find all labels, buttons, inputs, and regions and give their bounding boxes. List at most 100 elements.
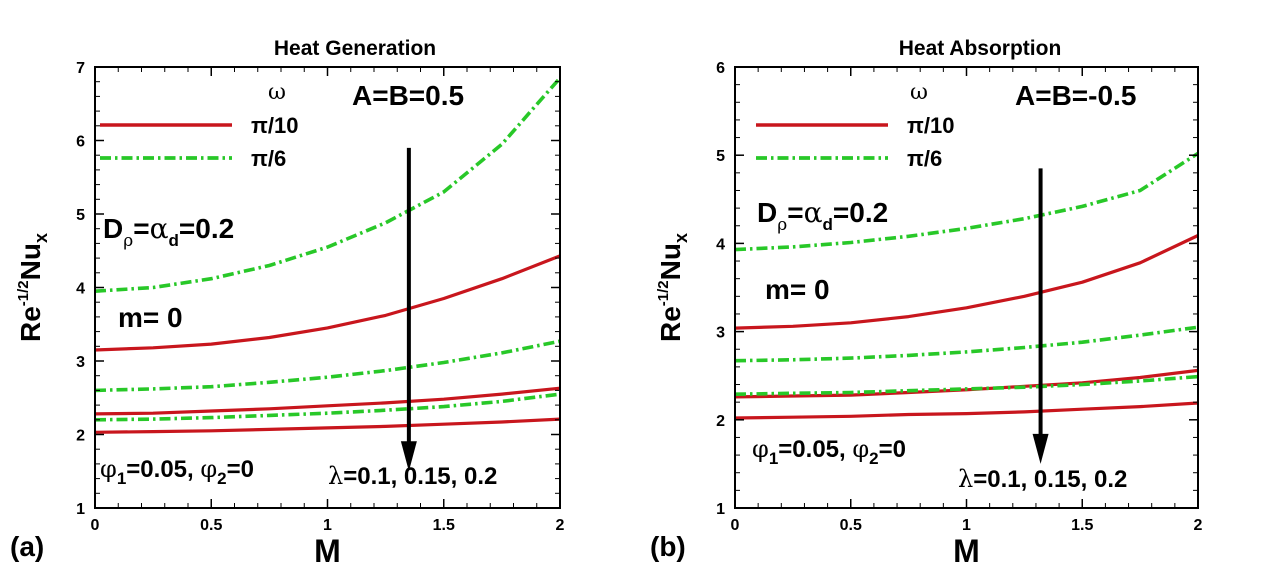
panel-a: 0 0.5 1 1.5 2 1 2 3 4 5 6 7 Heat Generation M (a) Re-1/… bbox=[10, 37, 565, 569]
x-tick-label: 1.5 bbox=[1071, 517, 1093, 534]
param-m-label: m= 0 bbox=[118, 302, 183, 333]
drho-D: D bbox=[757, 197, 777, 228]
param-drho-alpha-label: Dρ=αd=0.2 bbox=[103, 212, 234, 251]
drho-eq: = bbox=[787, 197, 803, 228]
series-line bbox=[734, 374, 1199, 396]
y-axis-label: Re-1/2Nux bbox=[655, 233, 691, 342]
series-line bbox=[94, 339, 561, 393]
y-tick-label: 6 bbox=[716, 60, 725, 77]
y-tick-label: 2 bbox=[716, 413, 725, 430]
lambda-values: =0.1, 0.15, 0.2 bbox=[973, 466, 1127, 493]
phi-sub1: 1 bbox=[769, 449, 778, 468]
phi-symbol: φ bbox=[752, 435, 769, 463]
panel-label: (a) bbox=[10, 531, 44, 562]
drho-tail: =0.2 bbox=[833, 197, 888, 228]
y-label-exponent: -1/2 bbox=[15, 280, 32, 306]
trend-arrow-head bbox=[1032, 433, 1049, 464]
phi-sub2: 2 bbox=[869, 449, 878, 468]
lambda-values: =0.1, 0.15, 0.2 bbox=[343, 463, 497, 490]
series-line bbox=[734, 151, 1199, 252]
phi-value1: =0.05, bbox=[126, 456, 200, 483]
chart-title: Heat Generation bbox=[274, 37, 436, 60]
x-tick-label: 2 bbox=[1194, 517, 1203, 534]
drho-alpha: α bbox=[150, 212, 169, 245]
y-tick-label: 4 bbox=[716, 236, 725, 253]
series-line bbox=[734, 234, 1199, 330]
drho-alpha: α bbox=[804, 196, 823, 229]
y-tick-label: 1 bbox=[76, 501, 85, 518]
legend-label: π/10 bbox=[907, 113, 954, 138]
series-line bbox=[94, 386, 561, 416]
panel-label: (b) bbox=[650, 531, 686, 562]
y-label-base: Re bbox=[655, 306, 686, 342]
y-label-base: Re bbox=[15, 306, 46, 342]
drho-d: d bbox=[823, 215, 833, 234]
param-m-label: m= 0 bbox=[765, 274, 830, 305]
x-tick-label: 0 bbox=[91, 517, 100, 534]
series-line bbox=[734, 401, 1199, 420]
y-tick-label: 1 bbox=[716, 501, 725, 518]
y-label-subscript: x bbox=[671, 233, 691, 243]
param-ab-label: A=B=-0.5 bbox=[1015, 80, 1136, 111]
y-tick-label: 5 bbox=[716, 148, 725, 165]
y-tick-label: 2 bbox=[76, 428, 85, 445]
phi-symbol-2: φ bbox=[852, 435, 869, 463]
series-line bbox=[94, 254, 561, 352]
x-tick-label: 1 bbox=[962, 517, 971, 534]
y-label-exponent: -1/2 bbox=[655, 280, 672, 306]
x-tick-label: 2 bbox=[556, 517, 565, 534]
legend-label: π/10 bbox=[251, 113, 298, 138]
drho-tail: =0.2 bbox=[179, 213, 234, 244]
x-tick-label: 1 bbox=[323, 517, 332, 534]
legend-title: ω bbox=[268, 80, 286, 105]
y-label-subscript: x bbox=[31, 233, 51, 243]
legend: ω π/10 π/6 bbox=[100, 80, 298, 171]
y-axis-label: Re-1/2Nux bbox=[15, 233, 51, 342]
phi-value1: =0.05, bbox=[778, 436, 852, 463]
lambda-symbol: λ bbox=[328, 462, 343, 490]
param-phi-label: φ1=0.05, φ2=0 bbox=[752, 435, 906, 468]
y-tick-label: 3 bbox=[716, 325, 725, 342]
legend-label: π/6 bbox=[251, 146, 286, 171]
series-line bbox=[94, 76, 562, 293]
drho-rho: ρ bbox=[777, 215, 787, 235]
trend-arrow-head bbox=[400, 441, 417, 472]
x-tick-label: 1.5 bbox=[433, 517, 455, 534]
drho-rho: ρ bbox=[123, 231, 133, 251]
y-label-main: Nu bbox=[655, 243, 686, 280]
phi-symbol-2: φ bbox=[200, 455, 217, 483]
y-tick-label: 5 bbox=[76, 207, 85, 224]
drho-eq: = bbox=[133, 213, 149, 244]
param-lambda-label: λ=0.1, 0.15, 0.2 bbox=[328, 462, 497, 490]
param-phi-label: φ1=0.05, φ2=0 bbox=[100, 455, 254, 488]
phi-value2: =0 bbox=[227, 456, 254, 483]
legend-label: π/6 bbox=[907, 146, 942, 171]
y-tick-label: 7 bbox=[76, 60, 85, 77]
phi-value2: =0 bbox=[879, 436, 906, 463]
chart-title: Heat Absorption bbox=[899, 37, 1062, 60]
series-line bbox=[734, 325, 1199, 363]
x-axis-label: M bbox=[314, 533, 341, 569]
x-tick-label: 0.5 bbox=[840, 517, 862, 534]
x-tick-label: 0 bbox=[731, 517, 740, 534]
param-lambda-label: λ=0.1, 0.15, 0.2 bbox=[958, 465, 1127, 493]
y-tick-label: 6 bbox=[76, 134, 85, 151]
series-line bbox=[94, 417, 561, 434]
lambda-symbol: λ bbox=[958, 465, 973, 493]
y-tick-label: 4 bbox=[76, 281, 85, 298]
drho-d: d bbox=[169, 231, 179, 250]
phi-symbol: φ bbox=[100, 455, 117, 483]
legend-title: ω bbox=[910, 80, 928, 105]
phi-sub1: 1 bbox=[117, 469, 126, 488]
y-tick-label: 3 bbox=[76, 354, 85, 371]
panel-b: 0 0.5 1 1.5 2 1 2 3 4 5 6 Heat Absorption M (b) Re-1/2… bbox=[650, 37, 1203, 569]
param-ab-label: A=B=0.5 bbox=[352, 80, 464, 111]
x-axis-label: M bbox=[953, 533, 980, 569]
phi-sub2: 2 bbox=[217, 469, 226, 488]
legend: ω π/10 π/6 bbox=[756, 80, 954, 171]
param-drho-alpha-label: Dρ=αd=0.2 bbox=[757, 196, 888, 235]
x-tick-label: 0.5 bbox=[200, 517, 222, 534]
series-line bbox=[94, 392, 561, 422]
y-label-main: Nu bbox=[15, 243, 46, 280]
